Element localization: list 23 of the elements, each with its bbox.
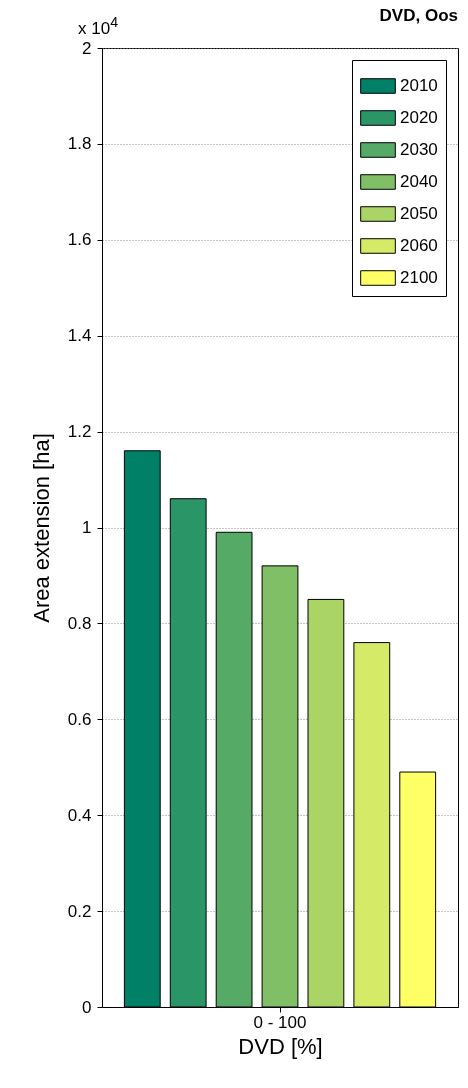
- y-tick-label: 1.8: [67, 134, 92, 154]
- legend-label: 2010: [400, 76, 438, 95]
- y-tick-label: 0.6: [67, 709, 92, 729]
- y-tick-label: 1: [82, 518, 92, 537]
- x-axis-title: DVD [%]: [238, 1033, 323, 1059]
- y-tick-label: 0: [82, 997, 92, 1017]
- y-tick-label: 1.2: [67, 422, 92, 442]
- y-tick-label: 2: [82, 38, 92, 58]
- legend-label: 2050: [400, 204, 438, 223]
- legend-label: 2020: [400, 108, 438, 127]
- chart-title: DVD, Oos: [379, 6, 458, 25]
- y-tick-label: 0.2: [67, 901, 92, 921]
- legend-label: 2030: [400, 140, 438, 159]
- y-tick-label: 1.4: [67, 326, 92, 346]
- legend-label: 2060: [400, 236, 438, 255]
- y-axis-title: Area extension [ha]: [28, 433, 54, 623]
- legend-label: 2040: [400, 172, 438, 191]
- y-tick-label: 0.4: [67, 805, 92, 825]
- text: x 10$^{4}$: [78, 14, 119, 39]
- legend-label: 2100: [400, 268, 438, 287]
- y-tick-label: 1.6: [67, 230, 92, 250]
- y-tick-label: 0.8: [67, 613, 92, 633]
- x-tick-label: 0 - 100: [253, 1012, 307, 1032]
